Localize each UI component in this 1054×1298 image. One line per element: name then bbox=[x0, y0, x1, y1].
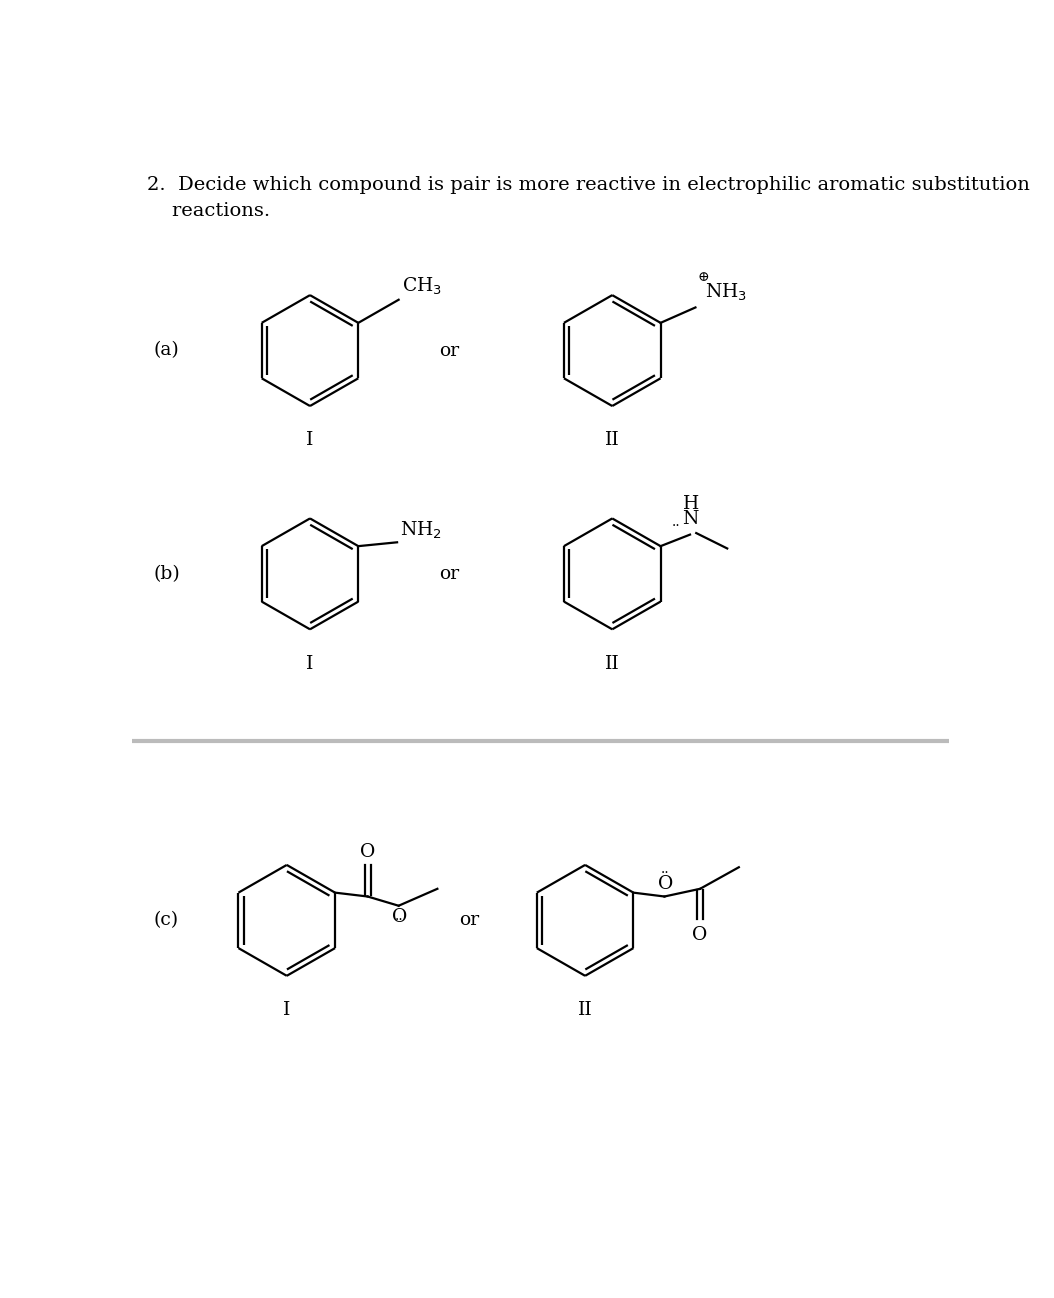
Text: (b): (b) bbox=[154, 565, 180, 583]
Text: CH$_3$: CH$_3$ bbox=[402, 275, 442, 297]
Text: I: I bbox=[284, 1001, 291, 1019]
Text: H: H bbox=[683, 495, 700, 513]
Text: II: II bbox=[605, 431, 620, 449]
Text: O: O bbox=[392, 909, 407, 925]
Text: NH$_3$: NH$_3$ bbox=[705, 282, 747, 302]
Text: I: I bbox=[307, 431, 314, 449]
Text: 2.  Decide which compound is pair is more reactive in electrophilic aromatic sub: 2. Decide which compound is pair is more… bbox=[148, 175, 1030, 193]
Text: NH$_2$: NH$_2$ bbox=[401, 519, 443, 541]
Text: ··: ·· bbox=[395, 912, 404, 927]
Text: reactions.: reactions. bbox=[148, 202, 271, 219]
Text: O: O bbox=[658, 875, 672, 893]
Text: or: or bbox=[458, 911, 479, 929]
Text: ··: ·· bbox=[661, 866, 669, 880]
Text: I: I bbox=[307, 654, 314, 672]
Text: or: or bbox=[440, 565, 460, 583]
Text: ⊕: ⊕ bbox=[698, 270, 709, 284]
Text: O: O bbox=[360, 844, 375, 861]
Text: or: or bbox=[440, 341, 460, 360]
Text: O: O bbox=[692, 925, 707, 944]
Text: ··: ·· bbox=[671, 519, 681, 533]
Text: (a): (a) bbox=[154, 341, 179, 360]
Text: II: II bbox=[605, 654, 620, 672]
Text: II: II bbox=[578, 1001, 592, 1019]
Text: (c): (c) bbox=[154, 911, 178, 929]
Text: N: N bbox=[682, 510, 698, 528]
